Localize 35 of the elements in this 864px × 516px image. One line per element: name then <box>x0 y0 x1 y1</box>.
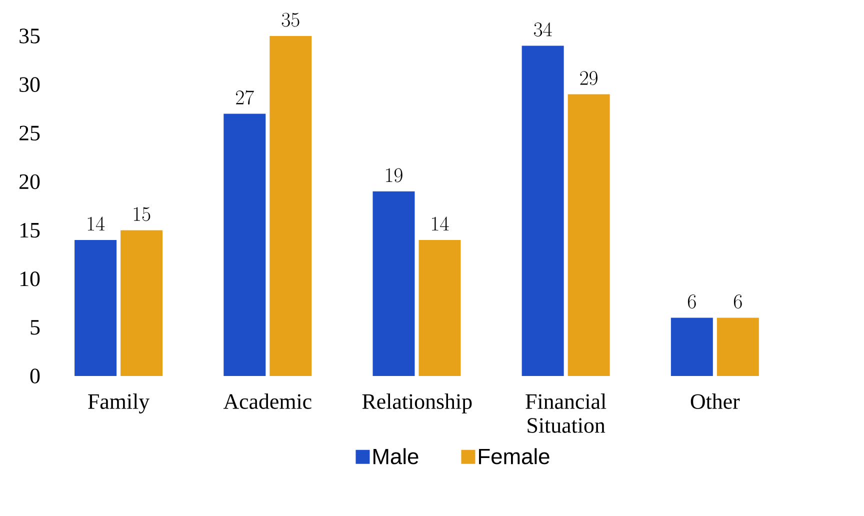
x-tick-label: Other <box>690 394 740 409</box>
legend-label: Female <box>479 448 550 464</box>
y-tick-label: 0 <box>30 368 40 384</box>
y-tick-label: 15 <box>20 222 40 238</box>
data-label: 34 <box>534 22 552 37</box>
y-tick-label: 5 <box>30 320 40 335</box>
bar <box>224 114 266 376</box>
y-tick-label: 25 <box>20 126 40 141</box>
y-tick-label: 10 <box>20 271 40 286</box>
x-tick-label: Academic <box>223 394 312 409</box>
data-label: 19 <box>386 168 402 182</box>
data-label: 6 <box>688 294 696 309</box>
data-label: 35 <box>282 12 300 27</box>
data-label: 27 <box>236 90 254 105</box>
x-tick-label: Relationship <box>362 394 472 414</box>
data-label: 14 <box>432 216 449 230</box>
data-label: 29 <box>580 71 598 86</box>
bar <box>522 46 564 376</box>
bar <box>418 240 461 376</box>
legend-label: Male <box>374 448 418 464</box>
data-label: 15 <box>134 207 150 222</box>
y-tick-label: 30 <box>20 77 40 92</box>
bar <box>568 94 610 376</box>
bar <box>670 318 713 376</box>
bar <box>716 318 759 376</box>
data-label: 6 <box>734 294 742 309</box>
x-tick-label: Family <box>88 394 150 414</box>
y-tick-label: 20 <box>20 174 40 190</box>
bar <box>372 191 415 376</box>
bar <box>74 240 117 376</box>
data-label: 14 <box>88 216 105 230</box>
bar <box>270 36 312 376</box>
bar <box>120 230 163 376</box>
y-tick-label: 35 <box>20 28 40 44</box>
x-tick-label: Financial Situation <box>526 394 606 433</box>
